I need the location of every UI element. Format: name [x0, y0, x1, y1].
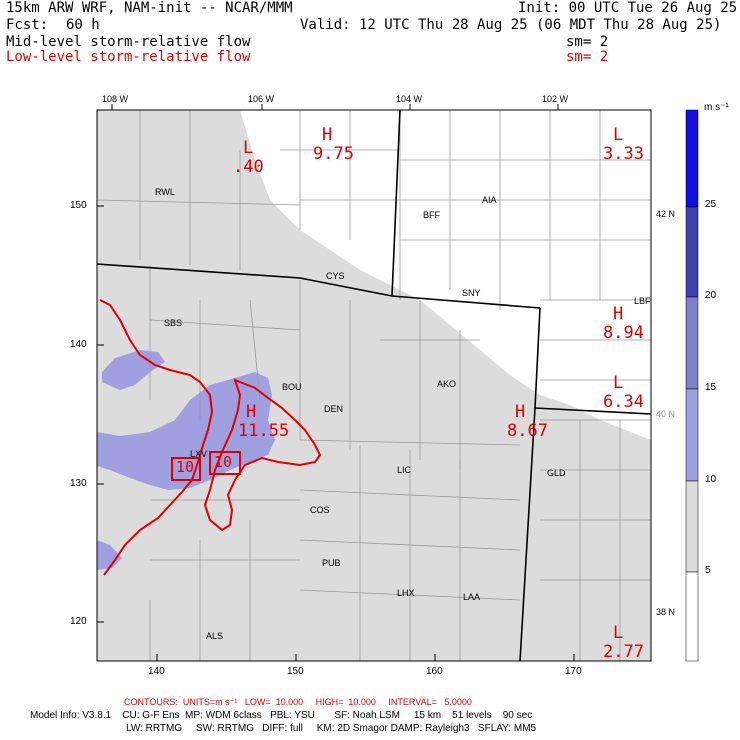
high-marker-4-value: 8.67 — [507, 421, 548, 441]
station-sny: SNY — [462, 288, 481, 298]
field2-smoothing: sm= 2 — [566, 49, 609, 65]
station-aia: AIA — [482, 195, 497, 205]
low-marker-1-letter: L — [243, 138, 254, 158]
model-title: 15km ARW WRF, NAM-init -- NCAR/MMM — [6, 0, 293, 16]
colorbar-label-15: 15 — [705, 382, 717, 393]
station-rwl: RWL — [155, 187, 175, 197]
county-borders — [97, 110, 651, 661]
station-ako: AKO — [437, 379, 457, 389]
model-info-line1: Model Info: V3.8.1 CU: G-F Ens MP: WDM 6… — [30, 710, 533, 721]
field2-title: Low-level storm-relative flow — [6, 49, 251, 65]
state-borders — [97, 110, 651, 661]
high-marker-4-letter: H — [515, 402, 526, 422]
lat-label-38n: 38 N — [656, 607, 676, 617]
low-marker-2-value: 3.33 — [603, 144, 644, 164]
low-marker-3-value: 6.34 — [603, 392, 644, 412]
contours-info: CONTOURS: UNITS=m s⁻¹ LOW= 10.000 HIGH= … — [124, 697, 472, 707]
station-den: DEN — [324, 404, 344, 414]
station-bff: BFF — [423, 210, 440, 220]
x-tick-150: 150 — [287, 666, 304, 677]
high-marker-3-value: 11.55 — [238, 421, 290, 441]
model-info-line2: LW: RRTMG SW: RRTMG DIFF: full KM: 2D Sm… — [126, 723, 537, 734]
lon-label-102w: 102 W — [542, 94, 569, 104]
colorbar-label-20: 20 — [705, 290, 717, 301]
y-tick-120: 120 — [70, 616, 87, 627]
lat-label-40n: 40 N — [656, 409, 676, 419]
high-marker-1-value: 9.75 — [313, 144, 354, 164]
station-als: ALS — [206, 631, 224, 641]
x-tick-140: 140 — [148, 666, 165, 677]
y-tick-140: 140 — [70, 339, 87, 350]
forecast-hours: 60 h — [66, 17, 100, 33]
colorbar-units: m s⁻¹ — [704, 102, 729, 113]
station-lhx: LHX — [397, 588, 415, 598]
y-tick-150: 150 — [70, 200, 87, 211]
low-marker-4-value: 2.77 — [603, 642, 644, 662]
station-cys: CYS — [326, 271, 345, 281]
x-tick-170: 170 — [565, 666, 582, 677]
contour-label-2: 10 — [214, 453, 233, 471]
init-time: Init: 00 UTC Tue 26 Aug 25 — [518, 0, 738, 16]
field1-title: Mid-level storm-relative flow — [6, 34, 251, 50]
station-lxv: LXV — [190, 449, 208, 459]
forecast-label: Fcst: — [6, 17, 49, 33]
station-lic: LIC — [397, 465, 412, 475]
x-tick-160: 160 — [426, 666, 443, 677]
station-pub: PUB — [322, 558, 341, 568]
colorbar-label-5: 5 — [705, 565, 711, 576]
high-marker-1-letter: H — [322, 125, 333, 145]
valid-time: Valid: 12 UTC Thu 28 Aug 25 (06 MDT Thu … — [300, 17, 722, 33]
colorbar-label-10: 10 — [705, 474, 717, 485]
contour-10 — [99, 299, 322, 576]
axis-ticks — [97, 104, 575, 661]
station-laa: LAA — [463, 592, 481, 602]
colorbar — [685, 109, 699, 662]
station-sbs: SBS — [164, 318, 183, 328]
field1-smoothing: sm= 2 — [566, 34, 609, 50]
contour-label-1: 10 — [176, 458, 195, 476]
lon-label-106w: 106 W — [248, 94, 275, 104]
station-cos: COS — [310, 505, 330, 515]
shade-10-15-main — [97, 372, 275, 490]
low-marker-4-letter: L — [613, 623, 624, 643]
shade-5-10 — [97, 110, 651, 661]
station-gld: GLD — [547, 468, 566, 478]
low-marker-2-letter: L — [613, 125, 624, 145]
high-marker-2-letter: H — [613, 304, 624, 324]
low-marker-1-value: .40 — [233, 157, 264, 177]
lat-label-42n: 42 N — [656, 209, 676, 219]
shade-10-15-sw — [97, 540, 122, 570]
lon-label-104w: 104 W — [396, 94, 423, 104]
colorbar-label-25: 25 — [705, 199, 717, 210]
lon-label-108w: 108 W — [102, 94, 129, 104]
station-bou: BOU — [282, 382, 302, 392]
station-lbf: LBF — [634, 296, 651, 306]
low-marker-3-letter: L — [613, 373, 624, 393]
plot-frame — [96, 109, 652, 662]
high-marker-3-letter: H — [246, 402, 257, 422]
y-tick-130: 130 — [70, 478, 87, 489]
high-marker-2-value: 8.94 — [603, 323, 644, 343]
